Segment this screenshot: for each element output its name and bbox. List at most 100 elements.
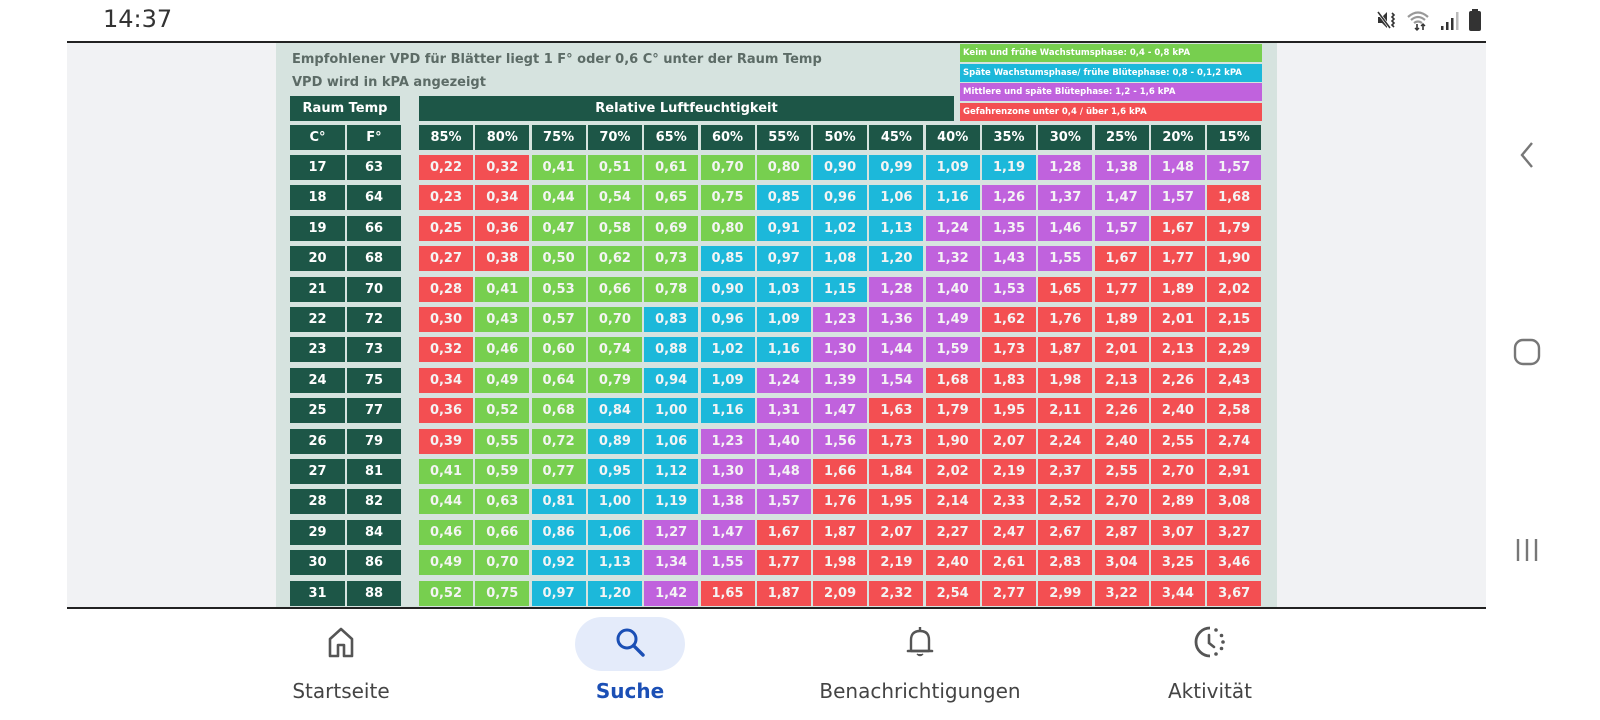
vpd-cell: 0,59 xyxy=(475,459,530,484)
vpd-cell: 1,76 xyxy=(813,489,868,515)
system-home-button[interactable] xyxy=(1510,334,1544,374)
vpd-cell: 1,79 xyxy=(1207,215,1262,241)
vpd-cell: 1,13 xyxy=(587,550,642,576)
nav-item-startseite[interactable]: Startseite xyxy=(286,615,396,715)
vpd-cell: 0,72 xyxy=(531,428,586,454)
humidity-column-header: 70% xyxy=(587,125,642,150)
vpd-cell: 0,38 xyxy=(475,246,530,272)
vpd-cell: 0,46 xyxy=(419,519,473,545)
vpd-cell: 1,68 xyxy=(1207,185,1262,211)
system-back-button[interactable] xyxy=(1510,137,1544,177)
vpd-cell: 1,34 xyxy=(644,550,699,576)
system-recents-button[interactable] xyxy=(1510,532,1544,572)
vpd-cell: 0,90 xyxy=(700,276,755,302)
nav-item-benachrichtigungen[interactable]: Benachrichtigungen xyxy=(800,615,1040,715)
vpd-cell: 1,39 xyxy=(813,367,868,393)
vpd-cell: 1,06 xyxy=(587,519,642,545)
vpd-cell: 0,41 xyxy=(475,276,530,302)
vpd-cell: 2,89 xyxy=(1150,489,1205,515)
vpd-cell: 1,65 xyxy=(1038,276,1093,302)
celsius-cell: 27 xyxy=(290,459,345,484)
vpd-cell: 1,67 xyxy=(1150,215,1205,241)
vpd-cell: 1,42 xyxy=(644,580,699,606)
vpd-cell: 1,30 xyxy=(813,337,868,363)
vpd-cell: 0,84 xyxy=(587,398,642,424)
celsius-header: C° xyxy=(290,125,345,150)
vpd-cell: 0,70 xyxy=(475,550,530,576)
vpd-cell: 0,52 xyxy=(475,398,530,424)
vpd-cell: 0,54 xyxy=(587,185,642,211)
vpd-cell: 1,38 xyxy=(700,489,755,515)
mute-vibrate-icon xyxy=(1376,9,1398,31)
vpd-cell: 0,92 xyxy=(531,550,586,576)
humidity-column-header: 80% xyxy=(475,125,530,150)
vpd-cell: 1,19 xyxy=(982,155,1036,180)
vpd-cell: 0,70 xyxy=(700,155,755,180)
vpd-cell: 1,30 xyxy=(700,459,755,484)
humidity-column-header: 55% xyxy=(756,125,811,150)
vpd-cell: 0,75 xyxy=(475,580,530,606)
vpd-cell: 0,95 xyxy=(587,459,642,484)
vpd-cell: 0,68 xyxy=(531,398,586,424)
vpd-cell: 2,58 xyxy=(1207,398,1262,424)
vpd-cell: 1,03 xyxy=(756,276,811,302)
vpd-cell: 0,27 xyxy=(419,246,473,272)
vpd-cell: 1,87 xyxy=(1038,337,1093,363)
vpd-cell: 0,97 xyxy=(756,246,811,272)
vpd-cell: 1,84 xyxy=(869,459,924,484)
vpd-cell: 1,06 xyxy=(869,185,924,211)
vpd-cell: 2,55 xyxy=(1150,428,1205,454)
vpd-cell: 0,55 xyxy=(475,428,530,454)
vpd-cell: 0,22 xyxy=(419,155,473,180)
humidity-column-header: 60% xyxy=(700,125,755,150)
nav-item-suche[interactable]: Suche xyxy=(575,615,685,715)
nav-label: Aktivität xyxy=(1168,679,1252,703)
vpd-cell: 3,07 xyxy=(1150,519,1205,545)
vpd-cell: 0,85 xyxy=(700,246,755,272)
vpd-cell: 2,19 xyxy=(982,459,1036,484)
fahrenheit-cell: 66 xyxy=(347,215,401,241)
home-button-icon xyxy=(1512,337,1542,372)
vpd-cell: 1,23 xyxy=(813,307,868,332)
fahrenheit-cell: 84 xyxy=(347,519,401,545)
status-time: 14:37 xyxy=(103,5,173,33)
vpd-cell: 1,68 xyxy=(925,367,980,393)
vpd-cell: 1,48 xyxy=(1150,155,1205,180)
vpd-cell: 0,60 xyxy=(531,337,586,363)
vpd-cell: 1,40 xyxy=(925,276,980,302)
vpd-cell: 1,24 xyxy=(756,367,811,393)
vpd-cell: 1,49 xyxy=(925,307,980,332)
vpd-cell: 0,63 xyxy=(475,489,530,515)
nav-item-aktivitaet[interactable]: Aktivität xyxy=(1150,615,1270,715)
vpd-cell: 2,33 xyxy=(982,489,1036,515)
vpd-cell: 0,41 xyxy=(419,459,473,484)
vpd-cell: 1,46 xyxy=(1038,215,1093,241)
vpd-cell: 1,66 xyxy=(813,459,868,484)
vpd-cell: 1,28 xyxy=(869,276,924,302)
vpd-cell: 1,27 xyxy=(644,519,699,545)
vpd-cell: 2,91 xyxy=(1207,459,1262,484)
vpd-cell: 1,65 xyxy=(700,580,755,606)
nav-pill-active xyxy=(575,617,685,671)
vpd-cell: 2,15 xyxy=(1207,307,1262,332)
nav-label: Startseite xyxy=(292,679,390,703)
legend-item: Keim und frühe Wachstumsphase: 0,4 - 0,8… xyxy=(960,44,1262,62)
vpd-cell: 2,87 xyxy=(1094,519,1149,545)
legend-item: Gefahrenzone unter 0,4 / über 1,6 kPA xyxy=(960,102,1262,121)
vpd-cell: 0,78 xyxy=(644,276,699,302)
vpd-cell: 0,44 xyxy=(419,489,473,515)
vpd-cell: 2,67 xyxy=(1038,519,1093,545)
fahrenheit-cell: 73 xyxy=(347,337,401,363)
celsius-cell: 31 xyxy=(290,580,345,606)
vpd-cell: 0,77 xyxy=(531,459,586,484)
home-icon xyxy=(326,626,356,663)
humidity-column-header: 45% xyxy=(869,125,924,150)
vpd-cell: 2,77 xyxy=(982,580,1036,606)
image-viewer[interactable]: Empfohlener VPD für Blätter liegt 1 F° o… xyxy=(67,43,1486,607)
activity-clock-icon xyxy=(1193,625,1227,664)
vpd-cell: 0,46 xyxy=(475,337,530,363)
vpd-cell: 0,66 xyxy=(587,276,642,302)
vpd-cell: 3,44 xyxy=(1150,580,1205,606)
vpd-cell: 3,46 xyxy=(1207,550,1262,576)
vpd-cell: 0,47 xyxy=(531,215,586,241)
